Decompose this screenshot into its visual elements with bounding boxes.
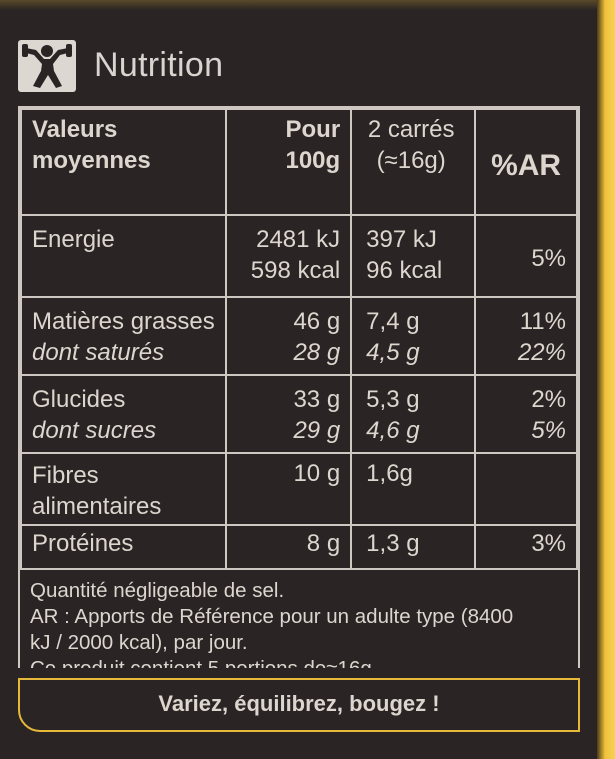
sugar-per100: 29 g [293, 417, 341, 444]
protein-ar: 3% [474, 524, 578, 570]
saturated-ar: 22% [517, 339, 566, 366]
table-row-energie: Energie 2481 kJ 598 kcal 397 kJ 96 kcal … [20, 214, 578, 298]
footnote-ar-line1: AR : Apports de Référence pour un adulte… [30, 605, 514, 628]
table-row-matieres-grasses: Matières grasses dont saturés 46 g 28 g … [20, 296, 578, 376]
footnote-ar-line2: kJ / 2000 kcal), par jour. [30, 631, 248, 654]
table-row-glucides: Glucides dont sucres 33 g 29 g 5,3 g 4,6… [20, 374, 578, 454]
package-yellow-edge [597, 0, 615, 759]
fiber-ar [474, 452, 578, 526]
row-label-dont-sucres: dont sucres [32, 417, 157, 444]
header-valeurs-moyennes: Valeurs moyennes [20, 108, 227, 216]
energie-per100: 2481 kJ 598 kcal [224, 214, 353, 298]
header-percent-ar: %AR [474, 108, 578, 216]
energie-ar: 5% [474, 214, 578, 298]
person-exercising-icon [18, 40, 76, 92]
carb-per100: 33 g [293, 386, 341, 413]
table-row-proteines: Protéines 8 g 1,3 g 3% [20, 524, 578, 570]
fat-per100: 46 g [293, 308, 341, 335]
carb-perportion: 5,3 g [366, 386, 420, 413]
row-label-matieres-grasses: Matières grasses [32, 308, 215, 335]
saturated-perportion: 4,5 g [366, 339, 420, 366]
saturated-per100: 28 g [293, 339, 341, 366]
package-top-edge [0, 0, 615, 10]
footnote-sel: Quantité négligeable de sel. [30, 579, 285, 602]
nutrition-table: Valeurs moyennes Pour 100g 2 carrés (≈16… [18, 106, 580, 732]
energie-perportion: 397 kJ 96 kcal [350, 214, 477, 298]
fiber-per100: 10 g [224, 452, 353, 526]
sugar-ar: 5% [531, 417, 566, 444]
row-label-glucides: Glucides [32, 386, 126, 413]
protein-per100: 8 g [224, 524, 353, 570]
fiber-perportion: 1,6g [350, 452, 477, 526]
sugar-perportion: 4,6 g [366, 417, 420, 444]
row-label-dont-satures: dont saturés [32, 339, 165, 366]
carb-ar: 2% [531, 386, 566, 413]
fat-perportion: 7,4 g [366, 308, 420, 335]
table-row-fibres: Fibres alimentaires 10 g 1,6g [20, 452, 578, 526]
footnotes: Quantité négligeable de sel. AR : Apport… [20, 570, 578, 682]
header-pour-100g: Pour 100g [224, 108, 353, 216]
row-label-fibres: Fibres alimentaires [20, 452, 227, 526]
protein-perportion: 1,3 g [350, 524, 477, 570]
slogan-banner: Variez, équilibrez, bougez ! [18, 678, 580, 732]
header-2-carres: 2 carrés (≈16g) [350, 108, 477, 216]
table-header-row: Valeurs moyennes Pour 100g 2 carrés (≈16… [20, 108, 578, 216]
nutrition-header: Nutrition [18, 38, 598, 96]
row-label-proteines: Protéines [20, 524, 227, 570]
row-label-energie: Energie [20, 214, 227, 298]
page-title: Nutrition [94, 46, 224, 84]
fat-ar: 11% [519, 308, 566, 335]
